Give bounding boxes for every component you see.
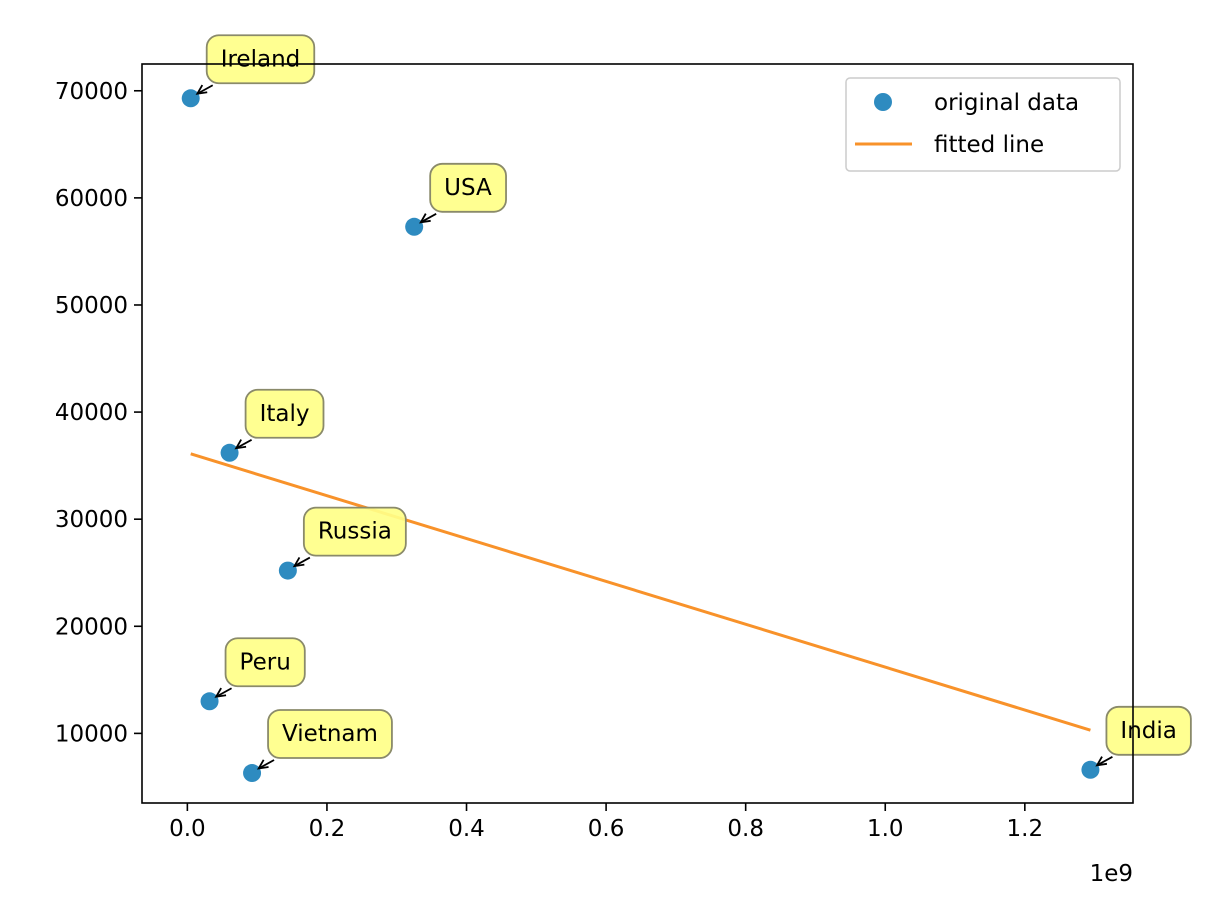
x-tick-label: 0.8 [727,816,764,842]
data-point-peru [200,692,219,711]
annotation-india: India [1095,705,1192,767]
annotation-arrowhead [234,439,247,450]
annotation-box [224,637,306,688]
y-tick-label: 50000 [55,293,128,319]
annotation-label: Vietnam [282,721,378,747]
annotation-italy: Italy [234,388,325,450]
annotation-arrow [420,213,437,224]
annotation-label: Ireland [221,46,301,72]
annotation-usa: USA [419,162,507,224]
annotation-box [1105,705,1192,756]
annotation-arrowhead [214,687,227,698]
legend: original data fitted line [845,77,1121,172]
legend-frame [845,77,1121,172]
data-point-russia [278,561,297,580]
annotation-ireland: Ireland [195,34,316,95]
axes-layer: 0.0 0.2 0.4 0.6 0.8 1.0 1.2 10000 20000 30000 4000… [55,79,1043,842]
annotation-arrowhead [1095,756,1108,767]
x-tick-label: 0.4 [448,816,485,842]
annotation-arrowhead [292,556,305,568]
legend-label-fitted-line: fitted line [934,132,1044,158]
annotation-label: Russia [318,519,392,545]
y-tick-label: 60000 [55,186,128,212]
annotation-arrow [294,556,311,567]
annotation-box [302,506,407,557]
y-tick-label: 30000 [55,507,128,533]
data-point-ireland [181,89,200,108]
y-tick-label: 20000 [55,614,128,640]
annotation-arrow [1096,756,1113,767]
data-point-india [1081,760,1100,779]
annotation-label: Italy [260,401,310,427]
points-layer [181,89,1100,783]
annotation-arrow [196,84,214,95]
data-point-vietnam [243,764,262,783]
annotation-label: India [1120,718,1176,744]
annotation-box [205,34,316,85]
annotation-arrowhead [419,213,431,224]
annotations-layer: Ireland USA Italy Russia Peru Vietnam India [195,34,1192,770]
annotation-peru: Peru [214,637,306,698]
data-point-usa [405,217,424,236]
x-tick-label: 0.2 [309,816,346,842]
y-tick-label: 40000 [55,400,128,426]
annotation-label: USA [444,175,492,201]
annotation-arrowhead [195,84,208,95]
annotation-box [267,709,393,759]
data-point-italy [220,443,239,462]
y-tick-label: 70000 [55,79,128,105]
annotation-arrow [258,759,275,770]
plot-frame [141,63,1134,804]
annotation-vietnam: Vietnam [256,709,393,770]
x-axis-offset-label: 1e9 [1090,861,1133,887]
x-tick-label: 0.6 [588,816,625,842]
annotation-arrowhead [256,759,269,770]
annotation-arrow [235,438,253,450]
annotation-label: Peru [240,649,291,675]
fit-layer [190,452,1091,732]
x-tick-label: 1.0 [867,816,904,842]
legend-label-original-data: original data [934,90,1079,116]
annotation-russia: Russia [292,506,407,568]
annotation-box [244,388,325,439]
legend-marker-original-data [874,93,892,111]
x-tick-label: 0.0 [169,816,206,842]
fitted-line [190,452,1091,732]
y-tick-label: 10000 [55,721,128,747]
annotation-box [429,162,507,213]
annotation-arrow [215,687,232,698]
x-tick-label: 1.2 [1007,816,1044,842]
